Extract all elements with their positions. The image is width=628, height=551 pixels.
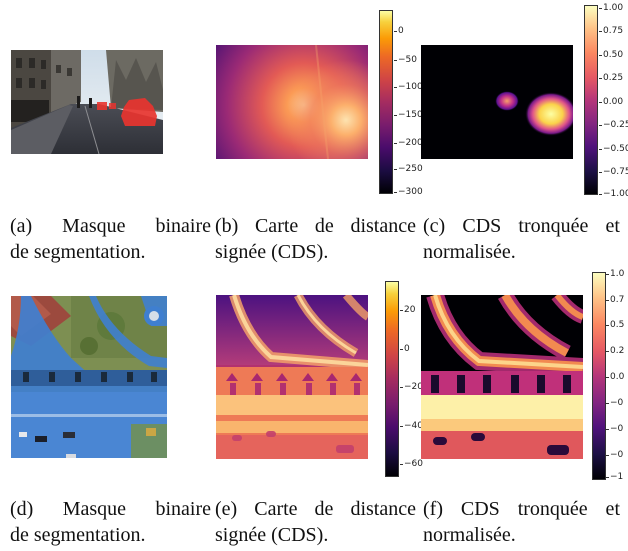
panel-a-street-mask: [11, 50, 163, 154]
colorbar-b-tick: −200: [394, 138, 423, 148]
colorbar-c-tick: 0.50: [598, 50, 624, 60]
colorbar-e-tick: 20: [399, 305, 416, 315]
colorbar-f-tick: 0.7: [605, 295, 625, 305]
colorbar-f: [592, 272, 606, 480]
colorbar-b-tick: −300: [394, 187, 423, 197]
caption-e-line1: (e) Carte de distance: [215, 498, 416, 520]
panel-c-truncated-sdm: [421, 45, 573, 159]
caption-f-line1: (f) CDS tronquée et: [423, 498, 620, 520]
colorbar-f-tick: −0: [605, 424, 624, 434]
colorbar-c-tick: 0.00: [598, 97, 624, 107]
colorbar-f-tick: 0.0: [605, 372, 625, 382]
colorbar-c-tick: 0.25: [598, 73, 624, 83]
caption-d-line2: de segmentation.: [10, 524, 146, 546]
caption-f: (f) CDS tronquée et normalisée.: [423, 496, 620, 548]
caption-e-line2: signée (CDS).: [215, 524, 329, 546]
colorbar-e: [385, 281, 399, 477]
caption-b-line1: (b) Carte de distance: [215, 215, 416, 237]
colorbar-b: [379, 10, 393, 194]
colorbar-b-tick: −50: [394, 55, 417, 65]
colorbar-b-tick: −150: [394, 110, 423, 120]
caption-e: (e) Carte de distance signée (CDS).: [215, 496, 416, 548]
caption-b-line2: signée (CDS).: [215, 241, 329, 263]
colorbar-f-tick: 0.2: [605, 346, 625, 356]
panel-b-signed-distance-map: [216, 45, 368, 159]
caption-c-line1: (c) CDS tronquée et: [423, 215, 620, 237]
colorbar-c-tick: −1.00: [599, 189, 628, 199]
colorbar-e-tick: 0: [400, 344, 410, 354]
colorbar-c-tick: −0.75: [599, 167, 628, 177]
colorbar-f-tick: 1.0: [605, 269, 625, 279]
panel-e-signed-distance-map: [216, 295, 368, 459]
colorbar-c-tick: 0.75: [598, 26, 624, 36]
colorbar-c: [584, 5, 598, 195]
colorbar-f-tick: 0.5: [605, 320, 625, 330]
caption-d-line1: (d) Masque binaire: [10, 498, 211, 520]
panel-d-aerial-mask: [11, 296, 167, 458]
colorbar-f-tick: −1: [605, 472, 624, 482]
colorbar-c-tick: −0.50: [599, 144, 628, 154]
colorbar-e-tick: −40: [400, 421, 423, 431]
colorbar-b-tick: −250: [394, 164, 423, 174]
caption-d: (d) Masque binaire de segmentation.: [10, 496, 211, 548]
caption-f-line2: normalisée.: [423, 524, 516, 546]
caption-a-line2: de segmentation.: [10, 241, 146, 263]
colorbar-f-tick: −0: [605, 450, 624, 460]
colorbar-e-tick: −20: [400, 382, 423, 392]
colorbar-f-tick: −0: [605, 398, 624, 408]
caption-b: (b) Carte de distance signée (CDS).: [215, 213, 416, 265]
colorbar-b-tick: 0: [394, 26, 404, 36]
caption-c: (c) CDS tronquée et normalisée.: [423, 213, 620, 265]
caption-a: (a) Masque binaire de segmentation.: [10, 213, 211, 265]
panel-f-truncated-sdm: [421, 295, 583, 459]
colorbar-c-tick: 1.00: [598, 3, 624, 13]
colorbar-c-tick: −0.25: [599, 120, 628, 130]
caption-c-line2: normalisée.: [423, 241, 516, 263]
caption-a-line1: (a) Masque binaire: [10, 215, 211, 237]
colorbar-e-tick: −60: [400, 459, 423, 469]
colorbar-b-tick: −100: [394, 82, 423, 92]
